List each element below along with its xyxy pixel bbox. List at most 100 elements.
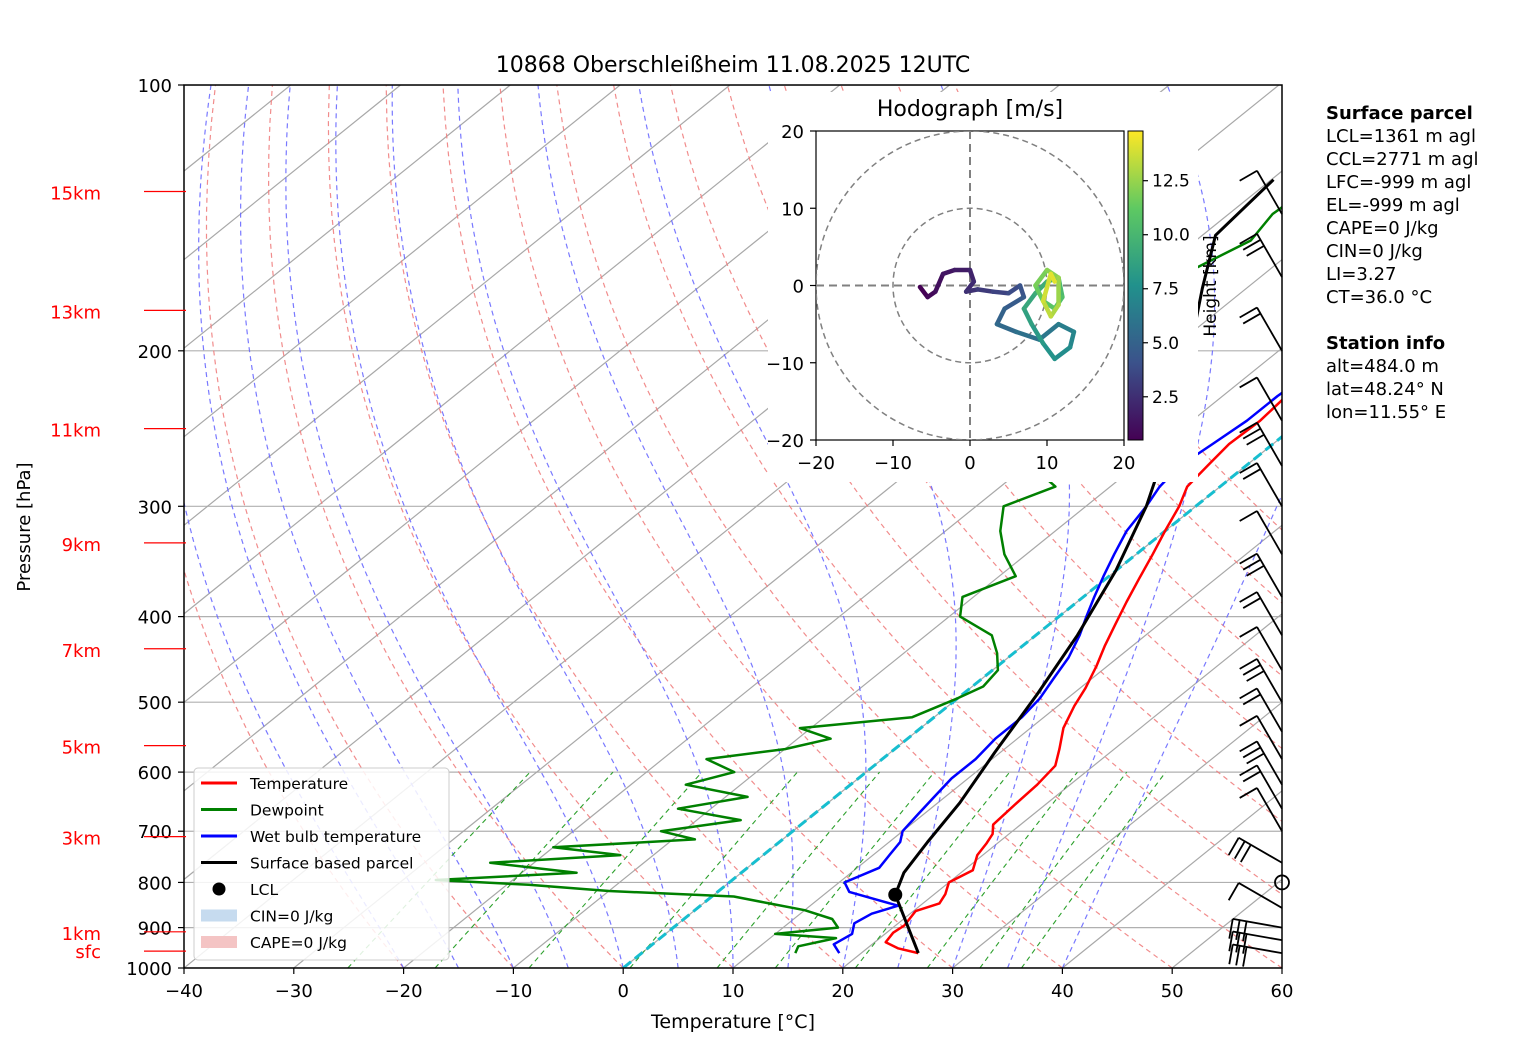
wind-barb [1239, 462, 1283, 507]
height-label: 13km [50, 302, 101, 323]
x-tick-label: 20 [831, 981, 854, 1002]
x-tick-label: −40 [165, 981, 203, 1002]
isotherm-line [952, 701, 1282, 968]
wind-barb-feather [1227, 837, 1240, 856]
wind-barb-feather [1242, 468, 1261, 480]
wind-barb-feather [1239, 715, 1258, 727]
moist-adiabat [1061, 493, 1282, 968]
isotherm-line [184, 85, 841, 615]
wind-barb-staff [1256, 687, 1283, 733]
isotherm-line [184, 85, 511, 349]
wind-barb-staff [1238, 882, 1283, 909]
dry-adiabat [205, 85, 514, 968]
isotherm-line [513, 347, 1282, 968]
hodograph-y-tick-label: −20 [766, 431, 804, 452]
wind-barb [1239, 232, 1283, 278]
y-axis-label: Pressure [hPa] [14, 462, 35, 591]
height-label: 7km [62, 641, 101, 662]
hodograph-y-tick-label: 20 [781, 122, 804, 143]
hodograph-segment [1021, 290, 1038, 311]
moist-adiabat [457, 85, 734, 968]
dry-adiabat [267, 85, 624, 968]
wind-barb [1239, 169, 1283, 215]
wind-barb [1239, 658, 1283, 703]
wind-barb-staff [1256, 626, 1283, 671]
height-label: 3km [62, 829, 101, 850]
moist-adiabat [537, 85, 794, 968]
wind-barb-feather [1246, 245, 1265, 257]
wind-barb-feather [1239, 510, 1258, 522]
wind-barb-feather [1239, 626, 1258, 638]
y-tick-label: 100 [138, 76, 172, 97]
hodograph-title: Hodograph [m/s] [877, 97, 1063, 122]
wind-barb-feather [1239, 764, 1258, 777]
lcl-value: LCL=1361 m agl [1326, 126, 1476, 147]
li-value: LI=3.27 [1326, 264, 1397, 285]
legend-swatch [201, 909, 237, 922]
chart-title: 10868 Oberschleißheim 11.08.2025 12UTC [496, 53, 971, 78]
wind-barb-feather [1242, 746, 1261, 759]
hodograph-segment [975, 287, 996, 294]
wind-barb-feather [1239, 376, 1258, 389]
colorbar-tick-label: 7.5 [1152, 280, 1179, 300]
mixing-ratio-line [1021, 771, 1167, 968]
wind-barb [1239, 787, 1283, 832]
lcl-marker [888, 887, 903, 902]
x-tick-label: −20 [385, 981, 423, 1002]
legend-swatch [212, 882, 226, 896]
height-label: 5km [62, 738, 101, 759]
hodograph-segment [1002, 294, 1027, 311]
moist-adiabat [198, 85, 460, 968]
lfc-value: LFC=-999 m agl [1326, 172, 1472, 193]
wind-barb [1239, 591, 1283, 636]
x-tick-label: 30 [941, 981, 964, 1002]
hodograph-segment [1040, 271, 1054, 304]
legend-label: Surface based parcel [250, 855, 413, 873]
colorbar-tick-label: 5.0 [1152, 334, 1179, 354]
wind-barb-feather [1242, 597, 1261, 609]
moist-adiabat [285, 85, 569, 968]
wind-barb [1228, 930, 1283, 954]
isotherm-line [403, 258, 1282, 968]
wind-barb-staff [1256, 553, 1283, 598]
wind-barb-feather [1239, 232, 1258, 245]
hodograph-segment [994, 321, 1019, 335]
wind-barb-feather [1239, 687, 1258, 700]
hodograph-segment [1067, 329, 1077, 350]
wind-barb-feather [1239, 591, 1258, 603]
y-tick-label: 200 [138, 342, 172, 363]
wind-barb-feather [1246, 670, 1265, 682]
station-info-heading: Station info [1326, 333, 1446, 354]
legend-label: CAPE=0 J/kg [250, 934, 347, 952]
hodograph-segment [933, 271, 946, 294]
wind-barb-feather [1242, 239, 1261, 251]
wind-barb-feather [1239, 421, 1258, 434]
colorbar-tick-label: 10.0 [1152, 226, 1190, 246]
mixing-ratio-line [979, 771, 1128, 968]
mixing-ratio-line [528, 771, 703, 968]
hodograph-x-tick-label: 20 [1113, 453, 1136, 474]
wind-barb [1227, 882, 1283, 909]
wind-barb-feather [1240, 844, 1252, 863]
wind-barb-staff [1256, 658, 1283, 703]
x-tick-label: 10 [722, 981, 745, 1002]
x-tick-label: 0 [617, 981, 628, 1002]
wind-barb-feather [1228, 944, 1234, 965]
mixing-ratio-line [434, 771, 614, 968]
wind-barb-staff [1256, 510, 1283, 555]
legend-label: Temperature [249, 775, 348, 793]
y-tick-label: 500 [138, 693, 172, 714]
legend-label: Wet bulb temperature [250, 828, 421, 846]
mixing-ratio-line [629, 771, 798, 968]
hodograph-segment [1040, 298, 1054, 319]
wind-barb-staff [1256, 591, 1283, 636]
dry-adiabat [385, 85, 844, 968]
longitude-value: lon=11.55° E [1326, 402, 1447, 423]
legend-label: CIN=0 J/kg [250, 908, 333, 926]
y-tick-label: 400 [138, 608, 172, 629]
x-tick-label: 40 [1051, 981, 1074, 1002]
wind-barb-feather [1239, 658, 1258, 670]
wind-barb-feather [1242, 427, 1261, 440]
wind-barb [1239, 306, 1283, 352]
wind-barb-staff [1256, 170, 1283, 215]
